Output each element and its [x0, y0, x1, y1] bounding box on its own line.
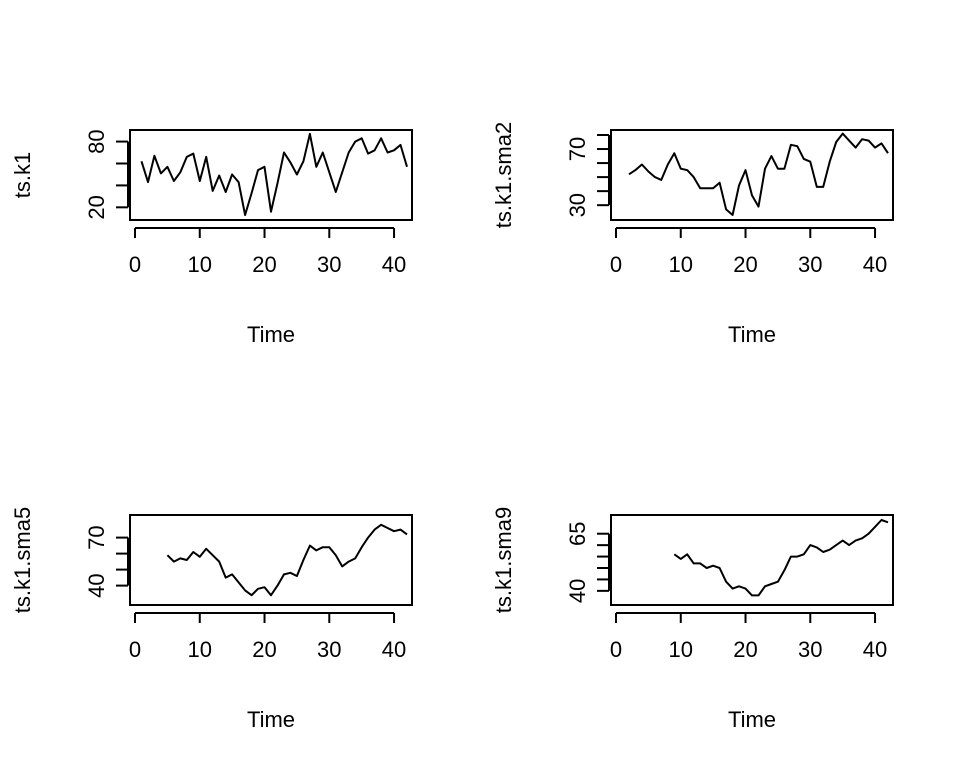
x-tick-label: 40 [382, 637, 406, 662]
x-tick-label: 0 [610, 637, 622, 662]
x-tick-label: 30 [798, 637, 822, 662]
series-line [140, 132, 408, 216]
panel-4: 0 10 20 30 40 40 65 Time ts.k1.sma9 [491, 507, 894, 732]
y-axis-label: ts.k1.sma5 [10, 507, 35, 613]
panel-2: 0 10 20 30 40 30 70 Time ts.k1.sma2 [491, 122, 894, 347]
plot-frame [129, 129, 413, 221]
x-tick-label: 10 [669, 252, 693, 277]
y-tick-label: 80 [84, 129, 109, 153]
y-axis-label: ts.k1.sma9 [491, 507, 516, 613]
x-tick-label: 20 [252, 252, 276, 277]
y-tick-label: 30 [565, 193, 590, 217]
y-tick-label: 65 [565, 521, 590, 545]
x-tick-label: 10 [669, 637, 693, 662]
x-tick-label: 20 [733, 637, 757, 662]
x-tick-label: 0 [129, 252, 141, 277]
x-axis-label: Time [728, 707, 776, 732]
y-tick-label: 70 [565, 137, 590, 161]
x-axis-label: Time [728, 322, 776, 347]
series-line [166, 523, 408, 597]
x-tick-label: 10 [188, 637, 212, 662]
y-axis-label: ts.k1.sma2 [491, 122, 516, 228]
plot-frame [610, 129, 894, 221]
x-tick-label: 40 [382, 252, 406, 277]
x-tick-label: 20 [252, 637, 276, 662]
x-tick-label: 0 [129, 637, 141, 662]
series-line [673, 519, 889, 597]
x-tick-label: 40 [863, 252, 887, 277]
panel-1: 0 10 20 30 40 20 80 Time ts.k1 [10, 129, 413, 347]
plot-frame [610, 514, 894, 606]
x-axis-label: Time [247, 707, 295, 732]
y-tick-label: 40 [84, 573, 109, 597]
x-tick-label: 10 [188, 252, 212, 277]
x-tick-label: 30 [798, 252, 822, 277]
x-axis-label: Time [247, 322, 295, 347]
y-tick-label: 40 [565, 579, 590, 603]
y-tick-label: 20 [84, 195, 109, 219]
panel-3: 0 10 20 30 40 40 70 Time ts.k1.sma5 [10, 507, 413, 732]
x-tick-label: 30 [317, 252, 341, 277]
y-axis-label: ts.k1 [10, 152, 35, 198]
plot-frame [129, 514, 413, 606]
series-line [628, 132, 889, 216]
x-tick-label: 20 [733, 252, 757, 277]
x-tick-label: 40 [863, 637, 887, 662]
x-tick-label: 0 [610, 252, 622, 277]
y-tick-label: 70 [84, 525, 109, 549]
x-tick-label: 30 [317, 637, 341, 662]
